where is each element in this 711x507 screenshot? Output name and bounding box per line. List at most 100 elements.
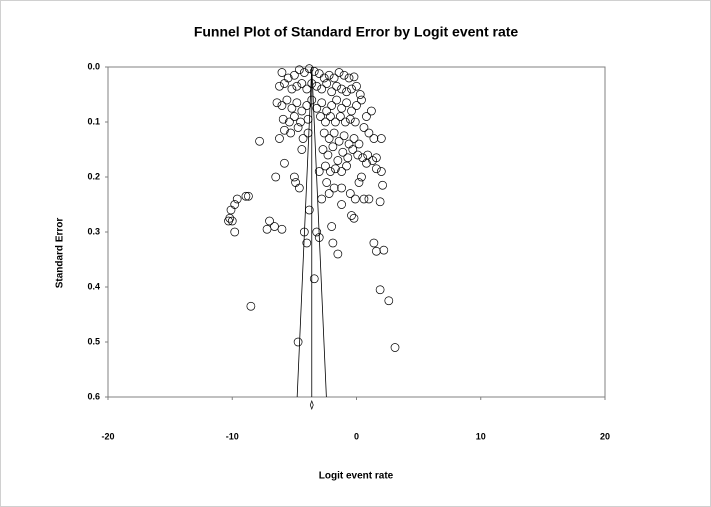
study-point [271,172,281,182]
study-point [379,245,389,255]
study-point [337,84,346,94]
study-point [255,136,264,146]
x-tick-label: -10 [226,431,239,441]
study-point [337,167,346,176]
study-point [292,81,302,91]
study-point [328,142,338,152]
study-point [323,150,333,160]
study-point [275,134,284,143]
study-point [246,301,256,311]
study-point [282,95,292,105]
study-point [290,70,299,80]
study-point [292,98,302,108]
study-point [334,68,344,77]
funnel-limits [296,66,327,398]
study-point [312,227,322,237]
study-point [362,158,371,168]
study-point [286,128,295,138]
study-point [297,145,307,154]
study-point [280,158,289,168]
y-tick-label: 0.0 [87,61,100,71]
study-point [317,98,327,108]
study-point [270,222,279,231]
study-point [326,112,335,121]
study-point [317,194,327,204]
study-point [280,125,289,135]
study-point [345,114,355,124]
y-axis-label: Standard Error [55,218,66,289]
study-point [275,81,284,91]
study-point [342,87,351,97]
study-point [293,337,303,347]
study-point [357,95,366,105]
study-point [372,246,381,256]
study-point [352,101,361,110]
study-point [241,191,251,201]
study-point [316,112,325,121]
study-point [309,274,319,284]
study-point [297,79,307,88]
study-point [309,67,319,76]
study-point [285,117,294,127]
study-point [364,128,374,138]
study-point [362,112,371,121]
study-point [272,98,282,108]
study-point [348,145,358,154]
x-tick-label: 20 [600,431,610,441]
study-point [302,238,312,248]
study-point [359,123,369,132]
study-point [244,191,253,201]
study-point [354,178,364,187]
study-point [329,128,339,138]
study-point [321,117,330,127]
study-point [347,84,356,94]
study-point [324,134,334,143]
study-point [277,101,287,110]
study-point [312,81,322,91]
x-axis-label: Logit event rate [319,471,394,482]
study-point [322,178,332,187]
study-point [302,101,312,110]
study-point [312,103,322,113]
study-point [375,285,385,295]
study-point [327,222,336,231]
study-point [340,117,350,127]
study-point [339,70,349,80]
study-point [287,103,297,113]
study-point [303,128,313,138]
study-point [304,64,314,74]
study-point [349,134,359,143]
study-point [342,98,351,108]
study-point [324,189,334,198]
study-point [317,84,327,94]
study-point [290,172,299,182]
study-point [232,194,242,204]
study-point [226,205,236,215]
study-point [287,84,297,94]
study-point [298,134,308,143]
study-point [347,106,356,116]
study-point [353,150,363,160]
study-point [359,194,369,204]
study-point [390,343,400,352]
study-point [326,167,335,176]
study-point [331,164,340,174]
study-point [302,84,312,94]
study-point [349,213,359,223]
study-point [319,73,329,83]
study-point [277,224,287,234]
study-point [375,197,385,207]
y-tick-label: 0.3 [87,226,100,236]
study-point [372,164,381,174]
y-tick-label: 0.6 [87,391,100,401]
study-point [230,227,240,237]
study-point [307,79,317,88]
study-point [290,112,299,121]
study-point [314,69,324,78]
y-tick-label: 0.2 [87,171,100,181]
study-point [329,73,339,83]
study-point [332,95,341,105]
study-point [327,87,336,97]
